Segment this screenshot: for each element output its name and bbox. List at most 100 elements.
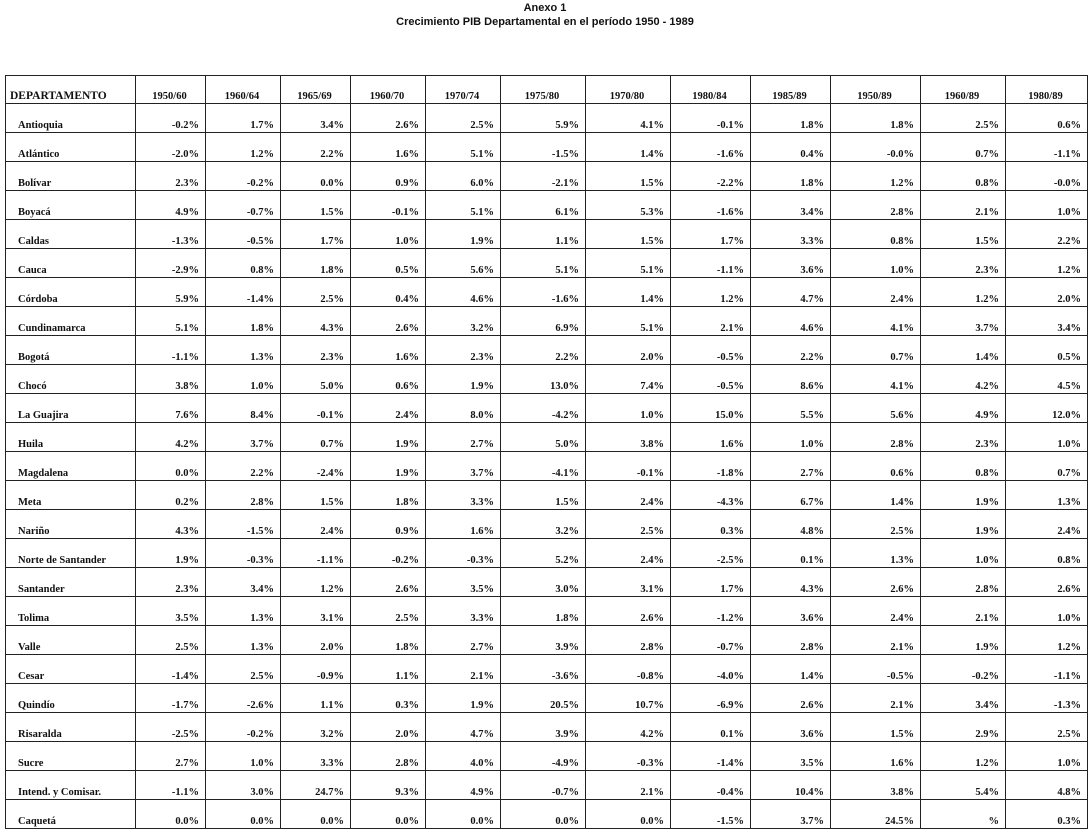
growth-cell: 5.5%	[750, 393, 831, 423]
growth-cell: -1.5%	[205, 509, 281, 539]
growth-cell: 1.0%	[1005, 422, 1088, 452]
growth-cell: 0.3%	[1005, 799, 1088, 829]
growth-cell: -4.1%	[500, 451, 586, 481]
growth-cell: 1.4%	[920, 335, 1006, 365]
growth-cell: 1.9%	[920, 625, 1006, 655]
growth-cell: -1.3%	[1005, 683, 1088, 713]
growth-cell: 0.8%	[920, 161, 1006, 191]
growth-cell: -1.1%	[670, 248, 751, 278]
growth-cell: 0.0%	[135, 799, 206, 829]
table-row: Risaralda -2.5% -0.2% 3.2% 2.0% 4.7% 3.9% 4.2% 0…	[5, 712, 1088, 742]
growth-cell: 2.8%	[585, 625, 671, 655]
growth-cell: -6.9%	[670, 683, 751, 713]
growth-cell: 24.5%	[830, 799, 921, 829]
column-header: 1950/89	[830, 75, 921, 104]
department-name: Santander	[5, 567, 136, 597]
growth-cell: 2.6%	[350, 103, 426, 133]
growth-cell: 1.9%	[425, 219, 501, 249]
growth-cell: 0.2%	[135, 480, 206, 510]
growth-cell: 2.1%	[585, 770, 671, 800]
table-row: Cesar -1.4% 2.5% -0.9% 1.1% 2.1% -3.6% -0.8% -4.…	[5, 654, 1088, 684]
growth-cell: -1.3%	[135, 219, 206, 249]
growth-cell: 3.5%	[135, 596, 206, 626]
growth-cell: -1.1%	[135, 335, 206, 365]
growth-cell: 1.9%	[920, 509, 1006, 539]
growth-cell: 1.1%	[500, 219, 586, 249]
column-header: 1960/89	[920, 75, 1006, 104]
growth-cell: 4.6%	[425, 277, 501, 307]
growth-cell: -0.5%	[205, 219, 281, 249]
document-subtitle: Crecimiento PIB Departamental en el perí…	[396, 16, 694, 28]
growth-cell: 1.5%	[585, 219, 671, 249]
growth-cell: -0.7%	[205, 190, 281, 220]
growth-cell: 2.4%	[1005, 509, 1088, 539]
department-name: Tolima	[5, 596, 136, 626]
growth-cell: 5.0%	[280, 364, 351, 394]
growth-cell: -1.6%	[670, 132, 751, 162]
growth-cell: 1.3%	[830, 538, 921, 568]
department-name: Chocó	[5, 364, 136, 394]
growth-cell: 2.1%	[830, 625, 921, 655]
growth-cell: 0.0%	[280, 161, 351, 191]
growth-cell: 3.2%	[280, 712, 351, 742]
growth-cell: -2.4%	[280, 451, 351, 481]
column-header: 1960/64	[205, 75, 281, 104]
growth-cell: 1.6%	[350, 132, 426, 162]
growth-cell: 1.8%	[500, 596, 586, 626]
growth-cell: 3.1%	[280, 596, 351, 626]
department-name: Cesar	[5, 654, 136, 684]
growth-cell: 1.4%	[585, 277, 671, 307]
department-name: Meta	[5, 480, 136, 510]
growth-cell: 1.5%	[920, 219, 1006, 249]
growth-cell: 0.8%	[1005, 538, 1088, 568]
growth-cell: -0.2%	[920, 654, 1006, 684]
growth-cell: 2.1%	[920, 596, 1006, 626]
table-row: Cauca -2.9% 0.8% 1.8% 0.5% 5.6% 5.1% 5.1% -1.1% 3…	[5, 248, 1088, 278]
growth-cell: 1.3%	[205, 596, 281, 626]
table-row: Bolívar 2.3% -0.2% 0.0% 0.9% 6.0% -2.1% 1.5% -2.…	[5, 161, 1088, 191]
growth-cell: 0.0%	[280, 799, 351, 829]
growth-cell: 4.9%	[920, 393, 1006, 423]
growth-cell: 3.1%	[585, 567, 671, 597]
growth-cell: 1.0%	[750, 422, 831, 452]
growth-cell: 4.0%	[425, 741, 501, 771]
growth-cell: 1.8%	[280, 248, 351, 278]
department-name: Atlántico	[5, 132, 136, 162]
growth-cell: 1.7%	[280, 219, 351, 249]
column-header: DEPARTAMENTO	[5, 75, 136, 104]
growth-cell: -1.6%	[670, 190, 751, 220]
growth-cell: 5.9%	[135, 277, 206, 307]
growth-cell: 2.5%	[205, 654, 281, 684]
growth-cell: -0.5%	[670, 335, 751, 365]
department-name: Valle	[5, 625, 136, 655]
growth-cell: 10.7%	[585, 683, 671, 713]
growth-cell: 0.5%	[350, 248, 426, 278]
department-name: Córdoba	[5, 277, 136, 307]
growth-cell: 1.7%	[205, 103, 281, 133]
growth-cell: 4.2%	[585, 712, 671, 742]
growth-cell: 6.9%	[500, 306, 586, 336]
table-row: Santander 2.3% 3.4% 1.2% 2.6% 3.5% 3.0% 3.1% 1.7…	[5, 567, 1088, 597]
growth-cell: 2.4%	[585, 480, 671, 510]
growth-cell: -0.5%	[670, 364, 751, 394]
growth-cell: 1.4%	[750, 654, 831, 684]
growth-cell: 1.6%	[425, 509, 501, 539]
department-name: Huila	[5, 422, 136, 452]
growth-cell: 3.5%	[425, 567, 501, 597]
growth-cell: 2.5%	[920, 103, 1006, 133]
growth-cell: 3.4%	[1005, 306, 1088, 336]
growth-cell: 1.5%	[280, 190, 351, 220]
growth-cell: 1.8%	[750, 161, 831, 191]
growth-cell: 3.2%	[500, 509, 586, 539]
growth-cell: 0.1%	[670, 712, 751, 742]
growth-cell: -1.5%	[500, 132, 586, 162]
growth-cell: 1.0%	[1005, 190, 1088, 220]
growth-cell: 1.0%	[350, 219, 426, 249]
growth-cell: 2.1%	[425, 654, 501, 684]
column-header: 1965/69	[280, 75, 351, 104]
growth-cell: 2.1%	[670, 306, 751, 336]
department-name: Intend. y Comisar.	[5, 770, 136, 800]
growth-cell: -1.8%	[670, 451, 751, 481]
growth-cell: 1.6%	[830, 741, 921, 771]
growth-cell: 2.3%	[135, 161, 206, 191]
